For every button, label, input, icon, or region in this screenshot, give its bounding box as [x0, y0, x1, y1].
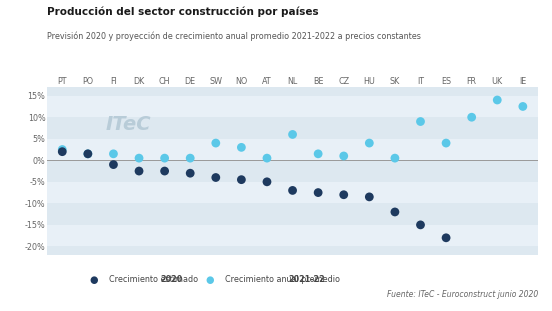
Point — [365, 194, 374, 199]
Point — [416, 222, 425, 227]
Bar — [47, 203, 538, 225]
Point — [493, 98, 502, 103]
Text: Crecimiento estimado: Crecimiento estimado — [109, 276, 201, 284]
Point — [109, 151, 118, 156]
Point — [135, 156, 144, 160]
Point — [83, 151, 92, 156]
Text: ●: ● — [89, 275, 98, 285]
Point — [237, 145, 246, 150]
Bar — [47, 96, 538, 117]
Text: Producción del sector construcción por países: Producción del sector construcción por p… — [47, 6, 319, 17]
Text: 2021-22: 2021-22 — [288, 276, 325, 284]
Point — [58, 149, 67, 154]
Point — [211, 175, 220, 180]
Point — [442, 141, 450, 146]
Bar — [47, 182, 538, 203]
Point — [211, 141, 220, 146]
Text: ITeC: ITeC — [106, 114, 151, 133]
Point — [314, 190, 322, 195]
Point — [339, 192, 348, 197]
Point — [390, 156, 399, 160]
Point — [288, 188, 297, 193]
Point — [314, 151, 322, 156]
Text: Fuente: ITeC - Euroconstruct junio 2020: Fuente: ITeC - Euroconstruct junio 2020 — [387, 290, 538, 299]
Point — [186, 171, 195, 176]
Point — [365, 141, 374, 146]
Point — [83, 151, 92, 156]
Text: ●: ● — [205, 275, 214, 285]
Text: Crecimiento anual promedio: Crecimiento anual promedio — [225, 276, 343, 284]
Point — [263, 156, 272, 160]
Point — [416, 119, 425, 124]
Point — [109, 162, 118, 167]
Point — [237, 177, 246, 182]
Point — [518, 104, 527, 109]
Point — [288, 132, 297, 137]
Point — [263, 179, 272, 184]
Point — [390, 210, 399, 215]
Point — [339, 154, 348, 159]
Point — [135, 169, 144, 174]
Bar — [47, 139, 538, 160]
Bar — [47, 160, 538, 182]
Point — [442, 235, 450, 240]
Point — [58, 147, 67, 152]
Point — [186, 156, 195, 160]
Point — [160, 156, 169, 160]
Bar — [47, 246, 538, 255]
Text: 2020: 2020 — [161, 276, 183, 284]
Bar — [47, 87, 538, 96]
Point — [467, 115, 476, 120]
Bar — [47, 117, 538, 139]
Bar — [47, 225, 538, 246]
Text: Previsión 2020 y proyección de crecimiento anual promedio 2021-2022 a precios co: Previsión 2020 y proyección de crecimien… — [47, 31, 421, 41]
Point — [160, 169, 169, 174]
